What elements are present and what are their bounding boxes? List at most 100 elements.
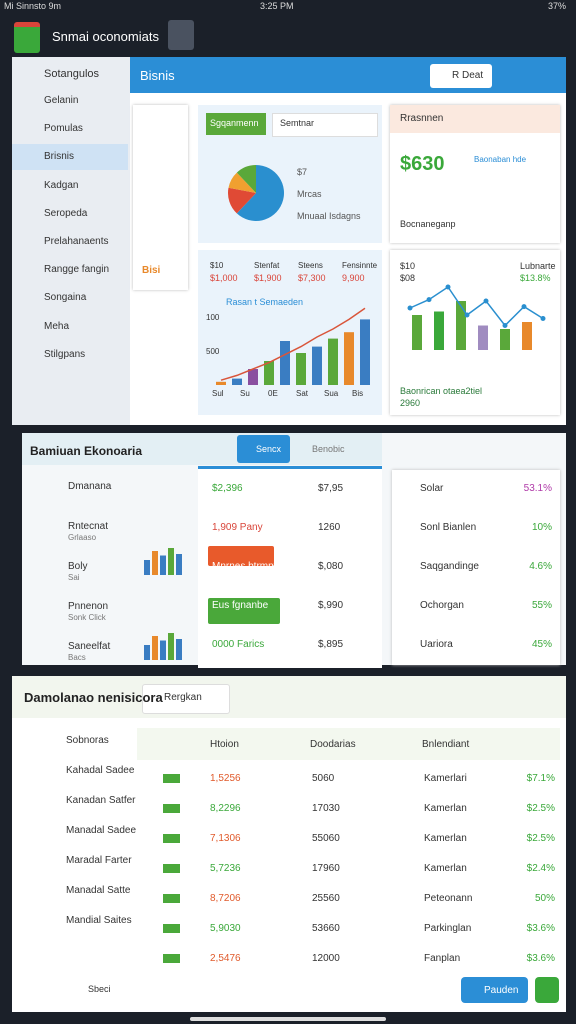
overview-header (130, 57, 566, 93)
tab-active[interactable] (206, 113, 266, 135)
footer: Bocnaneganp (400, 219, 456, 229)
cell: Mnrnes btrmnts (212, 561, 282, 572)
cell: 7,1306 (210, 833, 241, 844)
dropdown[interactable] (430, 64, 492, 88)
mini-bar (144, 645, 150, 660)
sidebar-item: Brisnis (44, 151, 75, 163)
share-list (392, 470, 560, 665)
row-marker (163, 834, 180, 843)
search-input[interactable] (272, 113, 378, 137)
economy-table (198, 466, 382, 668)
cell: $7.1% (526, 773, 555, 784)
stat: Lubnarte (520, 261, 556, 271)
sidebar-item: Meha (44, 320, 70, 332)
list-item: Kanadan Satfer (66, 795, 136, 806)
panel-title: Bisnis (140, 68, 175, 83)
bar (312, 346, 322, 385)
pie-slice (236, 165, 285, 222)
stat: $13.8% (520, 273, 551, 283)
axis-label: 100 (206, 313, 220, 322)
cell: 0000 Farics (212, 639, 265, 650)
row-marker (163, 894, 180, 903)
tab: Sencx (256, 444, 282, 454)
sidebar-item: Rangge fangin (44, 264, 110, 276)
share-value: 45% (531, 639, 552, 650)
column-header: Htoion (210, 739, 239, 750)
primary-button[interactable] (461, 977, 528, 1003)
line-point (502, 323, 508, 328)
bar (522, 322, 532, 350)
bar (232, 378, 242, 385)
active-item[interactable] (12, 144, 128, 171)
bar (280, 341, 290, 385)
dropdown-label: R Deat (452, 70, 484, 81)
column-header: Bnlendiant (422, 739, 470, 750)
filter-button[interactable] (142, 684, 230, 714)
axis-label: 500 (206, 347, 220, 356)
status-text: Mi Sinnsto 9m (4, 1, 62, 11)
list-sub: Sonk Click (68, 613, 106, 622)
list-title: Dmanana (68, 481, 112, 492)
cell: 25560 (312, 893, 340, 904)
bar (328, 338, 338, 385)
tab: Benobic (312, 444, 345, 454)
highlight (208, 546, 274, 566)
cell: 2,5476 (210, 953, 241, 964)
cell: 8,7206 (210, 893, 241, 904)
row-marker (163, 954, 180, 963)
app-title: Snmai oconomiats (52, 29, 159, 44)
tab-label: Sgqanmenn (210, 118, 259, 128)
note: Baonaban hde (474, 155, 527, 164)
mini-bar (176, 639, 182, 660)
line-point (540, 316, 546, 321)
tab-active[interactable] (237, 435, 290, 463)
panel-title: Damolanao nenisicora (24, 690, 163, 705)
column-header: Doodarias (310, 739, 356, 750)
stat-label: Stenfat (254, 261, 280, 270)
stat: $08 (400, 273, 416, 283)
list-item: Kahadal Sadee (66, 765, 135, 776)
share-value: 53.1% (523, 483, 552, 494)
bar (216, 381, 226, 385)
share-value: 10% (531, 522, 552, 533)
list-item: Sobnoras (66, 735, 109, 746)
line-point (483, 298, 489, 304)
pie-slice (236, 165, 256, 193)
cell: Eus fgnanbe (212, 600, 269, 611)
legend-item: $7 (297, 167, 308, 177)
share-name: Sonl Bianlen (420, 522, 477, 533)
bar (344, 332, 354, 385)
cell: Kamerlari (424, 773, 467, 784)
add-button[interactable] (535, 977, 559, 1003)
share-name: Ochorgan (420, 600, 464, 611)
list-item: Manadal Sadee (66, 825, 137, 836)
cell: $2.5% (526, 803, 555, 814)
table-header (137, 728, 560, 760)
cell: 1,909 Pany (212, 522, 263, 533)
cell: $3.6% (526, 923, 555, 934)
cell: 17960 (312, 863, 340, 874)
footer-text: Sbeci (88, 984, 111, 994)
x-label: Bis (352, 389, 364, 398)
mini-bar (168, 633, 174, 660)
cell: 5,9030 (210, 923, 241, 934)
panel-title: Bamiuan Ekonoaria (30, 444, 143, 458)
growth-card-top (390, 105, 560, 133)
logo (14, 22, 40, 53)
list-title: Boly (68, 561, 88, 572)
sidebar-title: Sotangulos (44, 68, 100, 80)
legend-item: Mnuaal Isdagns (297, 211, 361, 221)
legend-item: Mrcas (297, 189, 322, 199)
big-value: $630 (400, 153, 445, 175)
share-value: 55% (531, 600, 552, 611)
sidebar-item: Gelanin (44, 95, 79, 106)
list-sub: Grlaaso (68, 533, 97, 542)
cell: Kamerlan (424, 833, 467, 844)
x-label: Sua (324, 389, 339, 398)
menu-button[interactable] (168, 20, 194, 50)
cell: Fanplan (424, 953, 461, 964)
cell: 1,5256 (210, 773, 241, 784)
battery: 37% (548, 1, 567, 11)
